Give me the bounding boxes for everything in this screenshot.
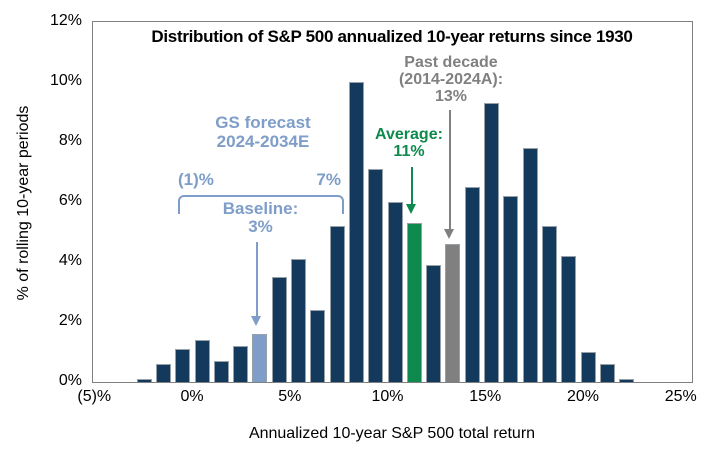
average-line1: Average: <box>375 126 443 143</box>
bar--3pct <box>136 379 152 382</box>
x-axis-title: Annualized 10-year S&P 500 total return <box>248 425 536 442</box>
bar-10pct <box>387 202 403 382</box>
x-tick-label: 5% <box>278 388 302 405</box>
x-tick-label: 25% <box>664 388 697 405</box>
bar-19pct <box>561 256 577 382</box>
bar-2pct <box>233 346 249 382</box>
bar-7pct <box>329 226 345 382</box>
past-decade-label: Past decade (2014-2024A): 13% <box>373 54 529 105</box>
average-arrow-head <box>406 204 416 214</box>
bar--2pct <box>155 364 171 382</box>
gs-forecast-line2: 2024-2034E <box>216 132 310 151</box>
x-tick-label: 15% <box>469 388 502 405</box>
bar-15pct <box>484 103 499 382</box>
gs-forecast-bracket <box>178 195 344 214</box>
past-decade-line3: 13% <box>434 88 468 105</box>
bar-16pct <box>503 196 519 382</box>
bar--1pct <box>175 349 191 382</box>
bar-5pct <box>291 259 306 382</box>
past-decade-arrow-line <box>449 110 451 230</box>
bar-21pct <box>599 364 615 382</box>
x-tick-label: 0% <box>180 388 204 405</box>
bar-20pct <box>580 352 596 382</box>
chart-title: Distribution of S&P 500 annualized 10-ye… <box>151 27 633 46</box>
y-tick-label: 4% <box>58 252 82 269</box>
average-arrow-line <box>411 167 413 205</box>
bar-14pct <box>464 187 480 382</box>
bar-17pct <box>522 148 538 382</box>
bar-18pct <box>541 226 557 382</box>
bar-13pct <box>445 244 461 382</box>
x-tick-label: (5)% <box>77 388 112 405</box>
bar-3pct <box>252 334 268 382</box>
baseline-line2: 3% <box>248 217 273 236</box>
y-tick-label: 12% <box>49 12 82 29</box>
bar-4pct <box>271 277 287 382</box>
y-tick-label: 10% <box>49 72 82 89</box>
bar-1pct <box>213 361 229 382</box>
baseline-arrow-line <box>256 242 258 317</box>
bar-11pct <box>406 223 422 382</box>
past-decade-line1: Past decade <box>404 54 498 71</box>
y-tick-label: 6% <box>58 192 82 209</box>
average-line2: 11% <box>393 143 425 160</box>
x-tick-label: 10% <box>371 388 404 405</box>
past-decade-line2: (2014-2024A): <box>398 71 504 88</box>
gs-forecast-label: GS forecast 2024-2034E <box>163 113 363 151</box>
bar-0pct <box>194 340 210 382</box>
y-tick-label: 2% <box>58 312 82 329</box>
average-label: Average: 11% <box>340 126 478 160</box>
baseline-arrow-head <box>251 316 261 326</box>
y-tick-label: 0% <box>58 372 82 389</box>
x-tick-label: 20% <box>566 388 600 405</box>
bar-6pct <box>310 310 326 382</box>
bar-12pct <box>426 265 442 382</box>
baseline-label: Baseline: 3% <box>183 200 338 236</box>
bar-8pct <box>348 82 364 382</box>
gs-forecast-line1: GS forecast <box>215 113 311 132</box>
y-tick-label: 8% <box>58 132 82 149</box>
bar-22pct <box>619 379 635 382</box>
baseline-line1: Baseline: <box>222 199 299 218</box>
plot-area <box>92 21 693 383</box>
past-decade-arrow-head <box>444 229 454 239</box>
bar-9pct <box>368 169 384 382</box>
gs-range-low-label: (1)% <box>178 170 214 189</box>
gs-range-high-label: 7% <box>316 170 341 189</box>
